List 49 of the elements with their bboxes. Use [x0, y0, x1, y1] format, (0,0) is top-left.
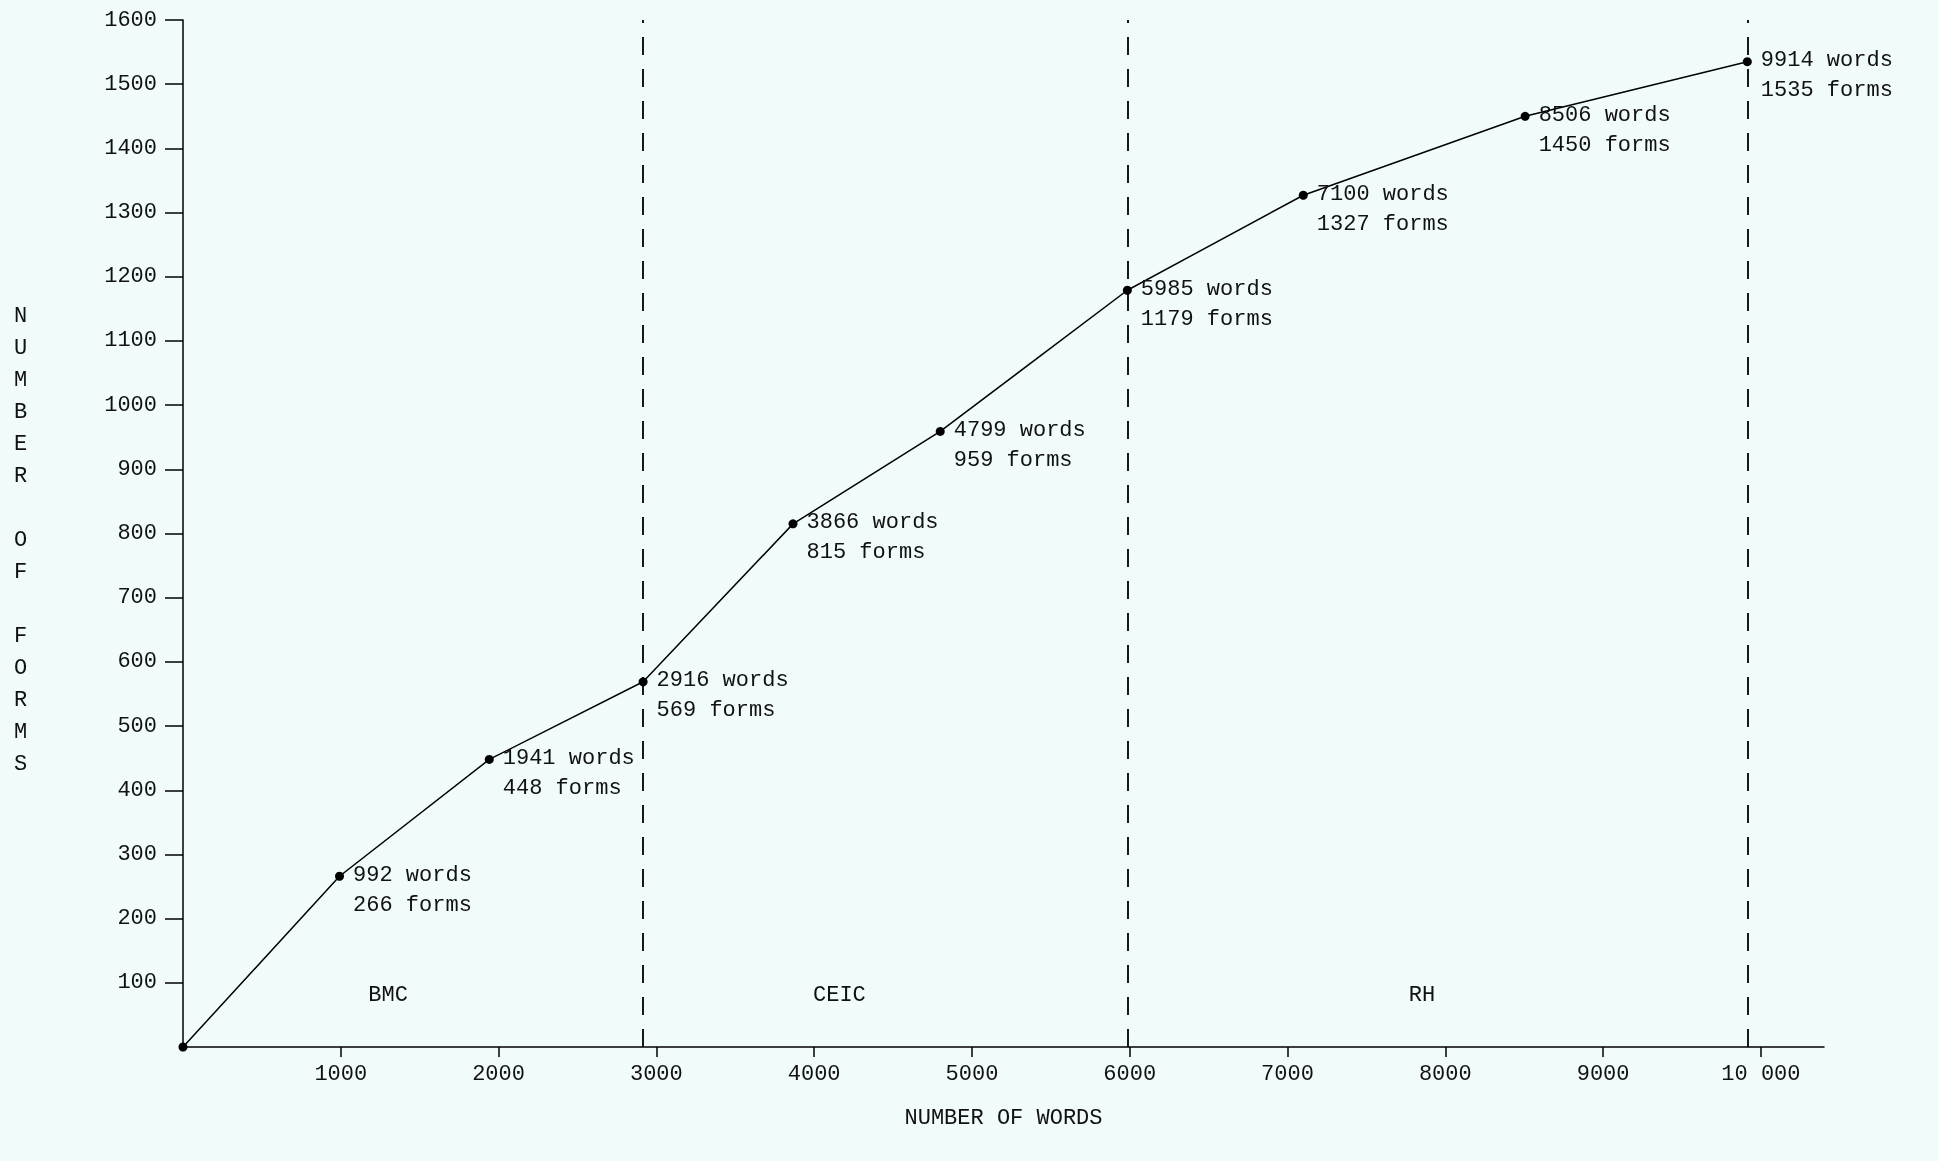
y-tick-label: 100 — [117, 970, 157, 996]
y-tick-label: 300 — [117, 841, 157, 867]
x-tick-label: 4000 — [787, 1061, 841, 1087]
y-tick-label: 1600 — [104, 7, 157, 33]
point — [788, 519, 798, 529]
y-tick-label: 700 — [117, 585, 157, 611]
y-tick-label: 1500 — [104, 71, 157, 97]
x-tick-label: 1000 — [314, 1061, 368, 1087]
y-tick-label: 400 — [117, 777, 157, 803]
point — [1298, 190, 1308, 200]
data-label: 2916 words 569 forms — [656, 668, 789, 724]
data-label: 9914 words 1535 forms — [1760, 48, 1893, 104]
x-axis-title: NUMBER OF WORDS — [904, 1105, 1103, 1131]
x-tick-label: 8000 — [1418, 1061, 1472, 1087]
x-tick-label: 3000 — [629, 1061, 683, 1087]
y-tick-label: 1400 — [104, 135, 157, 161]
data-label: 3866 words 815 forms — [806, 510, 939, 566]
x-tick-label: 2000 — [472, 1061, 525, 1087]
data-label: 7100 words 1327 forms — [1316, 181, 1449, 237]
text: NUMBER OF FORMS — [14, 303, 28, 777]
data-label: 8506 words 1450 forms — [1538, 102, 1671, 158]
y-tick-label: 1200 — [104, 264, 157, 290]
data-label: 4799 words 959 forms — [953, 417, 1086, 473]
x-tick-label: 7000 — [1261, 1061, 1314, 1087]
y-tick-label: 800 — [117, 521, 157, 546]
data-label: 992 words 266 forms — [353, 862, 472, 918]
y-tick-label: 600 — [117, 649, 157, 675]
x-tick-label: 5000 — [945, 1061, 999, 1087]
data-label: 5985 words 1179 forms — [1140, 276, 1273, 332]
annotation: BMC — [368, 982, 408, 1008]
x-tick-label: 9000 — [1576, 1061, 1630, 1087]
y-tick-label: 1300 — [104, 200, 157, 226]
y-tick-label: 1100 — [104, 328, 157, 354]
annotation: RH — [1408, 982, 1436, 1008]
y-tick-label: 500 — [117, 713, 157, 739]
point — [935, 426, 945, 436]
y-tick-label: 200 — [117, 906, 157, 932]
point — [1122, 285, 1132, 295]
y-tick-label: 1000 — [104, 392, 157, 418]
x-tick-label: 10 000 — [1721, 1061, 1801, 1087]
x-tick-label: 6000 — [1103, 1061, 1157, 1087]
point — [484, 754, 494, 764]
data-label: 1941 words 448 forms — [502, 745, 635, 801]
point — [335, 871, 345, 881]
annotation: CEIC — [812, 982, 866, 1008]
point — [178, 1042, 188, 1052]
point — [1520, 111, 1530, 121]
point — [1742, 57, 1752, 67]
y-tick-label: 900 — [117, 456, 157, 482]
